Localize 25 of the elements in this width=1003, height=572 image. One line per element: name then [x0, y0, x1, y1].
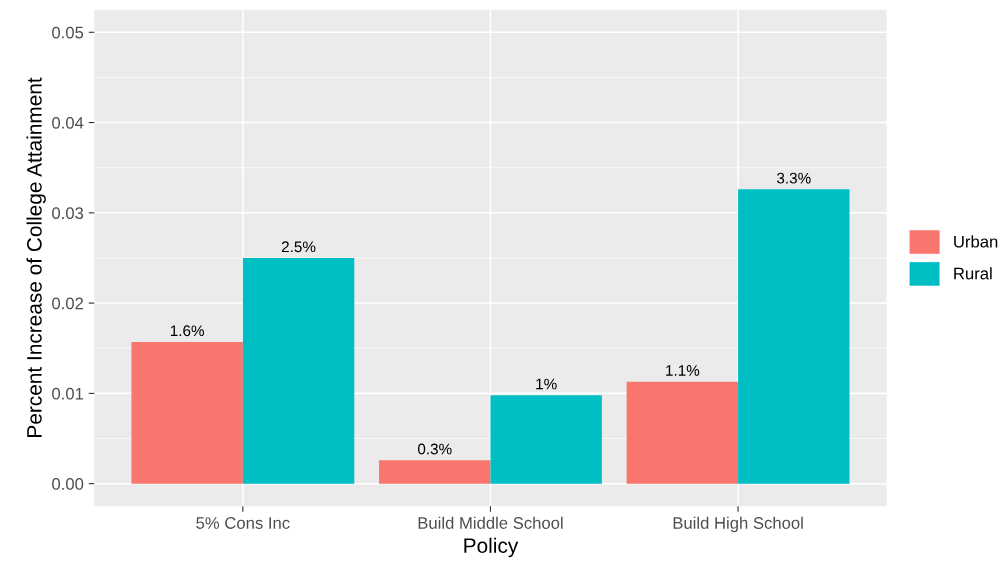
- y-tick-label: 0.04: [52, 116, 84, 129]
- legend-label: Rural: [954, 267, 992, 280]
- y-tick-label: 0.02: [52, 297, 84, 310]
- x-tick-label: Build Middle School: [418, 516, 563, 529]
- legend-label: Urban: [954, 235, 998, 248]
- y-tick-label: 0.00: [52, 478, 84, 490]
- bar: [131, 341, 243, 484]
- bar: [490, 395, 602, 484]
- data-label: 1%: [536, 378, 557, 390]
- y-tick-label: 0.03: [52, 207, 84, 220]
- data-label: 0.3%: [417, 443, 452, 455]
- y-axis-title: Percent Increase of College Attainment: [26, 77, 46, 437]
- bar: [738, 189, 850, 484]
- bar: [242, 257, 355, 484]
- y-tick-label: 0.05: [52, 26, 84, 39]
- data-label: 2.5%: [281, 241, 316, 253]
- x-axis-title: Policy: [464, 537, 519, 558]
- y-tick-label: 0.01: [52, 387, 84, 400]
- data-label: 1.6%: [170, 325, 205, 337]
- bar: [626, 381, 739, 484]
- bar: [379, 460, 491, 484]
- data-label: 1.1%: [666, 365, 700, 376]
- x-tick-label: 5% Cons Inc: [196, 517, 290, 529]
- x-tick-label: Build High School: [673, 516, 803, 533]
- data-label: 3.3%: [776, 172, 811, 184]
